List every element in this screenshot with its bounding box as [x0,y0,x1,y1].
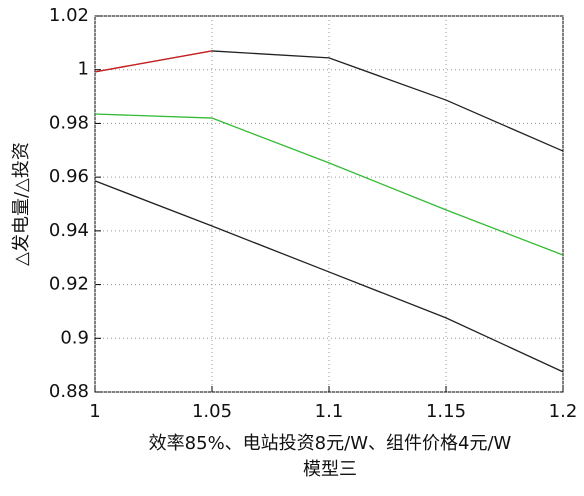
x-tick-label: 1.1 [315,401,344,422]
y-tick-label: 0.92 [49,274,89,295]
y-tick-label: 0.96 [49,166,89,187]
x-tick-label: 1.05 [192,401,232,422]
y-tick-label: 0.94 [49,220,89,241]
y-tick-label: 0.88 [49,381,89,402]
x-tick-label: 1.2 [549,401,578,422]
y-tick-label: 0.98 [49,112,89,133]
data-line [94,180,564,373]
y-axis-label: △发电量/△投资 [11,142,32,266]
y-tick-label: 1 [78,59,89,80]
x-axis-label: 模型三 [303,459,357,480]
data-line [94,50,213,73]
data-line [94,113,564,256]
y-tick-label: 1.02 [49,5,89,26]
x-tick-label: 1 [89,401,100,422]
x-tick-label: 1.15 [426,401,466,422]
y-tick-label: 0.9 [60,327,89,348]
x-axis-label: 效率85%、电站投资8元/W、组件价格4元/W [149,433,512,454]
